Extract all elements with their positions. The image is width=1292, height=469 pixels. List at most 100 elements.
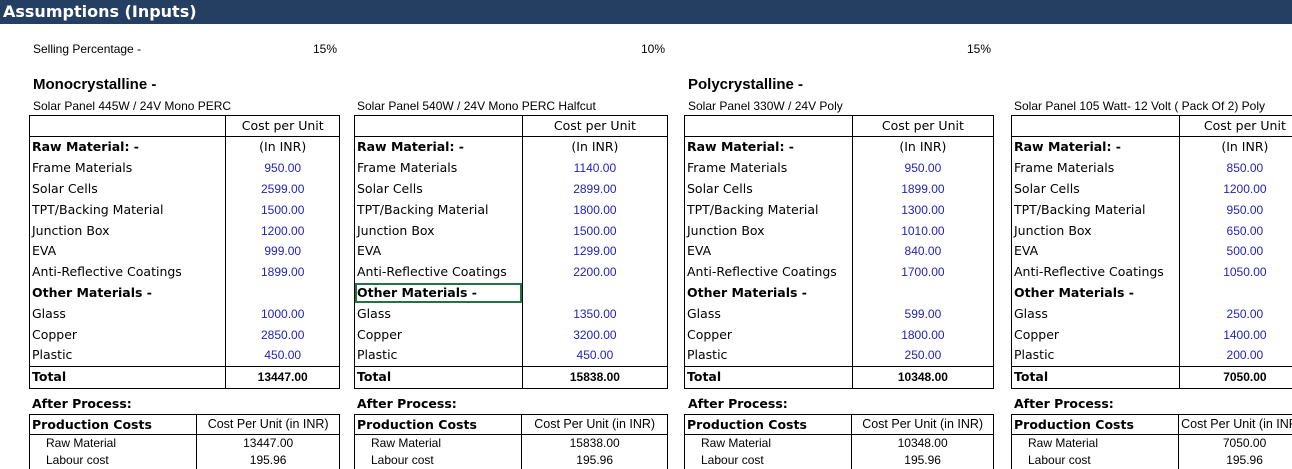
raw-material-header[interactable]: Raw Material: - [1011,136,1180,158]
cost-cell[interactable]: 250.00 [1178,303,1292,325]
row-label[interactable]: EVA [1011,240,1180,262]
row-label[interactable]: TPT/Backing Material [1011,199,1180,221]
other-materials-header[interactable]: Other Materials - [684,282,853,304]
cost-cell[interactable]: 650.00 [1178,220,1292,241]
labour-cost-value[interactable]: 195.96 [851,452,994,469]
total-label[interactable]: Total [684,365,853,389]
total-label[interactable]: Total [1011,365,1180,389]
cost-cell[interactable]: 850.00 [1178,157,1292,179]
row-label[interactable]: Junction Box [354,220,523,241]
row-label[interactable]: EVA [684,240,853,262]
cost-cell[interactable]: 3200.00 [521,324,669,345]
row-label[interactable]: TPT/Backing Material [354,199,523,221]
row-label[interactable]: Anti-Reflective Coatings [28,261,227,283]
other-materials-header[interactable]: Other Materials - [1011,282,1180,304]
production-costs-header[interactable]: Production Costs [1010,414,1180,435]
row-label[interactable]: Solar Cells [354,178,523,200]
cost-cell[interactable]: 1050.00 [1178,261,1292,283]
cost-cell[interactable]: 1500.00 [521,220,669,241]
labour-cost-label[interactable]: Labour cost [1010,452,1180,469]
cost-cell[interactable]: 950.00 [851,157,995,179]
cost-cell[interactable]: 1800.00 [851,324,995,345]
row-label[interactable]: TPT/Backing Material [28,199,227,221]
cost-cell[interactable]: 950.00 [1178,199,1292,221]
raw-material-value[interactable]: 7050.00 [1178,434,1292,452]
row-label[interactable]: Glass [1011,303,1180,325]
raw-material-value[interactable]: 15838.00 [521,434,668,452]
labour-cost-value[interactable]: 195.96 [196,452,340,469]
unit-header[interactable]: (In INR) [1178,136,1292,158]
cost-cell[interactable]: 1200.00 [1178,178,1292,200]
cost-cell[interactable]: 2200.00 [521,261,669,283]
labour-cost-value[interactable]: 195.96 [521,452,668,469]
cost-cell[interactable]: 1200.00 [225,220,340,241]
cost-cell[interactable]: 1899.00 [225,261,340,283]
total-value[interactable]: 15838.00 [521,365,669,389]
row-label[interactable]: Copper [28,324,227,345]
raw-material-label[interactable]: Raw Material [683,434,853,452]
raw-material-value[interactable]: 13447.00 [196,434,340,452]
cost-cell[interactable]: 250.00 [851,344,995,367]
header-blank[interactable] [28,115,227,137]
cost-header[interactable]: Cost per Unit [1178,115,1292,137]
cost-cell[interactable]: 1350.00 [521,303,669,325]
cost-cell[interactable]: 1299.00 [521,240,669,262]
row-label[interactable]: Glass [28,303,227,325]
cost-cell[interactable]: 840.00 [851,240,995,262]
cost-cell[interactable]: 200.00 [1178,344,1292,367]
labour-cost-value[interactable]: 195.96 [1178,452,1292,469]
cost-cell[interactable]: 950.00 [225,157,340,179]
raw-material-label[interactable]: Raw Material [1010,434,1180,452]
row-label[interactable]: Solar Cells [1011,178,1180,200]
cost-per-unit-header[interactable]: Cost Per Unit (in INR) [521,414,668,435]
empty-cell[interactable] [521,282,669,304]
labour-cost-label[interactable]: Labour cost [353,452,523,469]
row-label[interactable]: Plastic [354,344,523,367]
selling-percentage-cell[interactable]: 15% [966,42,991,56]
raw-material-header[interactable]: Raw Material: - [684,136,853,158]
total-label[interactable]: Total [354,365,523,389]
cost-cell[interactable]: 2850.00 [225,324,340,345]
row-label[interactable]: Anti-Reflective Coatings [354,261,523,283]
cost-per-unit-header[interactable]: Cost Per Unit (in INR) [196,414,340,435]
row-label[interactable]: Junction Box [28,220,227,241]
raw-material-header[interactable]: Raw Material: - [28,136,227,158]
other-materials-header-selected-cell[interactable]: Other Materials - [354,282,523,304]
selling-percentage-cell[interactable]: 10% [640,42,665,56]
header-blank[interactable] [684,115,853,137]
header-blank[interactable] [1011,115,1180,137]
cost-header[interactable]: Cost per Unit [225,115,340,137]
row-label[interactable]: Glass [684,303,853,325]
empty-cell[interactable] [1178,282,1292,304]
selling-percentage-cell[interactable]: 15% [312,42,337,56]
row-label[interactable]: Copper [354,324,523,345]
cost-cell[interactable]: 1800.00 [521,199,669,221]
raw-material-label[interactable]: Raw Material [28,434,198,452]
row-label[interactable]: TPT/Backing Material [684,199,853,221]
row-label[interactable]: Solar Cells [28,178,227,200]
cost-cell[interactable]: 450.00 [521,344,669,367]
header-blank[interactable] [354,115,523,137]
row-label[interactable]: Frame Materials [684,157,853,179]
cost-cell[interactable]: 1899.00 [851,178,995,200]
cost-header[interactable]: Cost per Unit [851,115,995,137]
row-label[interactable]: Frame Materials [354,157,523,179]
row-label[interactable]: Copper [684,324,853,345]
production-costs-header[interactable]: Production Costs [353,414,523,435]
row-label[interactable]: EVA [28,240,227,262]
cost-cell[interactable]: 1140.00 [521,157,669,179]
row-label[interactable]: Copper [1011,324,1180,345]
row-label[interactable]: Plastic [684,344,853,367]
row-label[interactable]: Junction Box [684,220,853,241]
row-label[interactable]: Solar Cells [684,178,853,200]
raw-material-header[interactable]: Raw Material: - [354,136,523,158]
cost-cell[interactable]: 1010.00 [851,220,995,241]
row-label[interactable]: Anti-Reflective Coatings [684,261,853,283]
labour-cost-label[interactable]: Labour cost [683,452,853,469]
row-label[interactable]: Frame Materials [28,157,227,179]
cost-cell[interactable]: 450.00 [225,344,340,367]
cost-per-unit-header[interactable]: Cost Per Unit (in INR) [851,414,994,435]
cost-cell[interactable]: 1000.00 [225,303,340,325]
row-label[interactable]: Junction Box [1011,220,1180,241]
unit-header[interactable]: (In INR) [851,136,995,158]
